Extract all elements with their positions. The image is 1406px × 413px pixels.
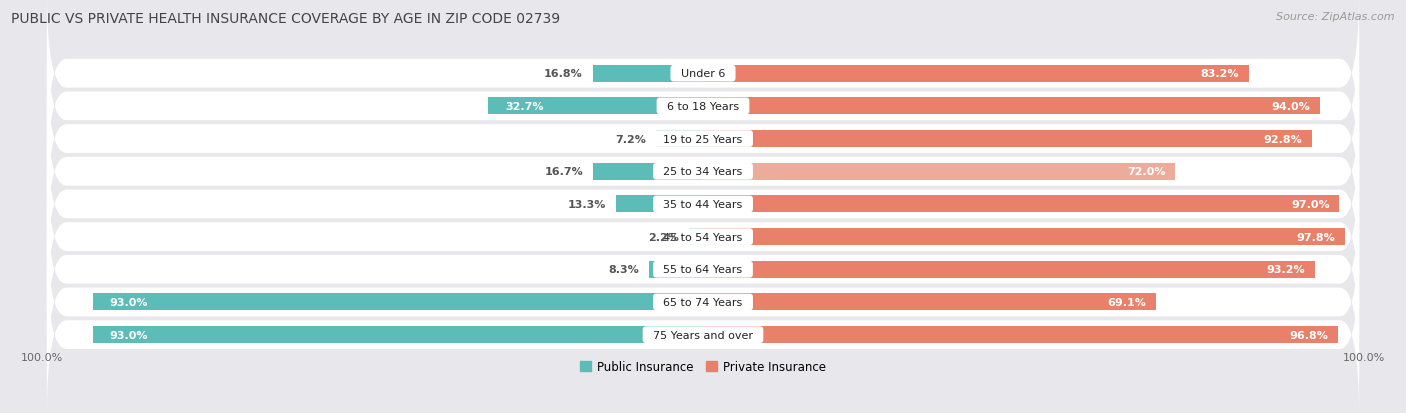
Bar [703, 261, 1315, 278]
Bar [703, 228, 1344, 245]
FancyBboxPatch shape [46, 219, 1360, 386]
Text: 32.7%: 32.7% [505, 102, 543, 112]
Text: 97.8%: 97.8% [1296, 232, 1334, 242]
Text: 94.0%: 94.0% [1271, 102, 1310, 112]
Text: 19 to 25 Years: 19 to 25 Years [657, 134, 749, 144]
Bar [93, 326, 703, 343]
Text: 93.0%: 93.0% [110, 330, 148, 340]
Bar [703, 326, 1339, 343]
Bar [703, 196, 1340, 213]
Bar [616, 196, 703, 213]
Text: Under 6: Under 6 [673, 69, 733, 79]
Text: 8.3%: 8.3% [607, 265, 638, 275]
Text: 97.0%: 97.0% [1291, 199, 1330, 209]
Text: 69.1%: 69.1% [1108, 297, 1146, 307]
Text: 75 Years and over: 75 Years and over [645, 330, 761, 340]
Bar [689, 228, 703, 245]
Bar [593, 66, 703, 83]
Text: 2.2%: 2.2% [648, 232, 679, 242]
Text: 55 to 64 Years: 55 to 64 Years [657, 265, 749, 275]
Bar [703, 164, 1175, 180]
Text: 72.0%: 72.0% [1128, 167, 1166, 177]
Bar [703, 98, 1320, 115]
FancyBboxPatch shape [46, 252, 1360, 413]
FancyBboxPatch shape [46, 0, 1360, 157]
Bar [703, 131, 1312, 148]
Text: PUBLIC VS PRIVATE HEALTH INSURANCE COVERAGE BY AGE IN ZIP CODE 02739: PUBLIC VS PRIVATE HEALTH INSURANCE COVER… [11, 12, 561, 26]
Text: 100.0%: 100.0% [21, 352, 63, 362]
Text: Source: ZipAtlas.com: Source: ZipAtlas.com [1277, 12, 1395, 22]
FancyBboxPatch shape [46, 186, 1360, 353]
FancyBboxPatch shape [46, 121, 1360, 288]
FancyBboxPatch shape [46, 56, 1360, 223]
Text: 35 to 44 Years: 35 to 44 Years [657, 199, 749, 209]
FancyBboxPatch shape [46, 88, 1360, 255]
FancyBboxPatch shape [46, 154, 1360, 320]
Bar [488, 98, 703, 115]
Text: 93.2%: 93.2% [1265, 265, 1305, 275]
Text: 16.7%: 16.7% [546, 167, 583, 177]
Text: 93.0%: 93.0% [110, 297, 148, 307]
Bar [703, 294, 1156, 311]
Bar [593, 164, 703, 180]
Text: 7.2%: 7.2% [614, 134, 645, 144]
Text: 16.8%: 16.8% [544, 69, 583, 79]
Text: 25 to 34 Years: 25 to 34 Years [657, 167, 749, 177]
Text: 92.8%: 92.8% [1264, 134, 1302, 144]
Legend: Public Insurance, Private Insurance: Public Insurance, Private Insurance [575, 356, 831, 378]
Text: 45 to 54 Years: 45 to 54 Years [657, 232, 749, 242]
Text: 83.2%: 83.2% [1201, 69, 1239, 79]
FancyBboxPatch shape [46, 23, 1360, 190]
Text: 6 to 18 Years: 6 to 18 Years [659, 102, 747, 112]
Bar [655, 131, 703, 148]
Text: 13.3%: 13.3% [568, 199, 606, 209]
Text: 96.8%: 96.8% [1289, 330, 1329, 340]
Bar [703, 66, 1249, 83]
Bar [93, 294, 703, 311]
Text: 65 to 74 Years: 65 to 74 Years [657, 297, 749, 307]
Bar [648, 261, 703, 278]
Text: 100.0%: 100.0% [1343, 352, 1385, 362]
